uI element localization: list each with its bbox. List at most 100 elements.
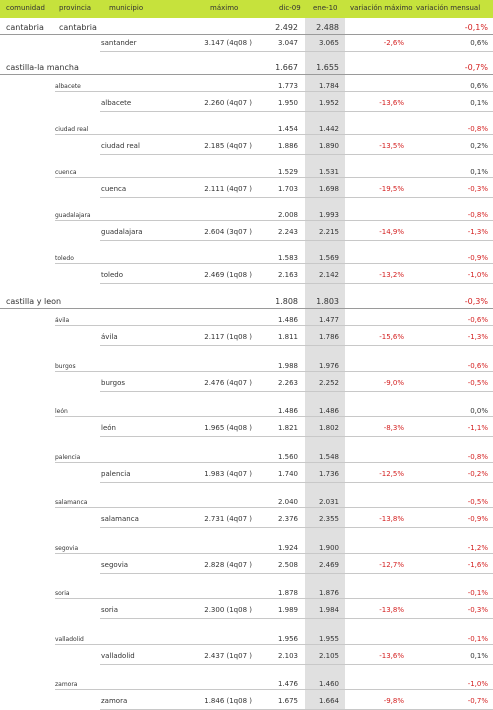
province-var-mensual: 0,6% [470, 82, 488, 90]
municipio-divider [100, 345, 493, 346]
municipio-dic09: 1.811 [277, 333, 298, 341]
region-var-mensual: -0,1% [464, 23, 488, 32]
municipio-var-mensual: -0,3% [467, 606, 488, 614]
municipio-name: zamora [101, 697, 128, 705]
header-comunidad: comunidad [6, 4, 45, 12]
province-divider [55, 177, 493, 178]
header-municipio: municipio [109, 4, 144, 12]
municipio-divider [100, 618, 493, 619]
municipio-ene10: 2.105 [318, 651, 339, 660]
province-name: toledo [55, 255, 74, 262]
municipio-dic09: 2.103 [277, 651, 298, 660]
province-ene10: 1.477 [318, 316, 339, 324]
province-divider [55, 134, 493, 135]
province-dic09: 1.476 [277, 680, 298, 688]
province-ene10: 1.900 [318, 543, 339, 552]
province-dic09: 1.878 [277, 589, 298, 597]
municipio-name: burgos [101, 378, 126, 387]
region-var-mensual: -0,7% [464, 63, 488, 72]
province-divider [55, 91, 493, 92]
header-variacion-mensual: variación mensual [416, 4, 481, 12]
municipio-name: ciudad real [101, 142, 140, 150]
province-var-mensual: -0,6% [467, 361, 488, 370]
province-divider [55, 263, 493, 264]
municipio-var-max: -8,3% [383, 424, 404, 432]
municipio-maximo: 2.117 (1q08 ) [204, 333, 252, 341]
province-ene10: 1.460 [318, 680, 339, 688]
municipio-var-mensual: -0,9% [467, 515, 488, 523]
municipio-var-max: -2,6% [383, 39, 404, 47]
province-var-mensual: -0,8% [467, 125, 488, 133]
municipio-divider [100, 197, 493, 198]
province-divider [55, 325, 493, 326]
province-divider [55, 643, 493, 645]
province-ene10: 1.955 [318, 634, 339, 643]
province-name: cuenca [55, 169, 77, 176]
municipio-var-max: -13,6% [379, 99, 404, 107]
municipio-dic09: 1.950 [277, 99, 298, 107]
province-ene10: 1.976 [318, 361, 339, 370]
municipio-name: valladolid [101, 651, 135, 660]
municipio-var-max: -13,2% [379, 271, 404, 279]
province-name: albacete [55, 83, 81, 90]
municipio-divider [100, 572, 493, 574]
municipio-var-mensual: -0,2% [467, 469, 488, 478]
municipio-divider [100, 481, 493, 483]
municipio-divider [100, 436, 493, 437]
municipio-divider [100, 154, 493, 155]
municipio-ene10: 2.142 [318, 271, 339, 279]
municipio-name: albacete [101, 99, 132, 107]
header-provincia: provincia [59, 4, 92, 12]
region-name: cantabria [6, 23, 44, 32]
municipio-maximo: 1.983 (4q07 ) [204, 469, 252, 478]
municipio-divider [100, 283, 493, 284]
municipio-var-mensual: -1,1% [467, 424, 488, 432]
municipio-dic09: 2.508 [277, 560, 298, 569]
municipio-maximo: 2.469 (1q08 ) [204, 271, 252, 279]
municipio-maximo: 2.111 (4q07 ) [204, 185, 252, 193]
municipio-ene10: 1.984 [318, 606, 339, 614]
province-var-mensual: -0,5% [467, 498, 488, 506]
province-ene10: 1.442 [318, 125, 339, 133]
municipio-maximo: 2.185 (4q07 ) [204, 142, 252, 150]
municipio-ene10: 1.736 [318, 469, 339, 478]
region-name: castilla y leon [6, 297, 62, 306]
municipio-maximo: 2.300 (1q08 ) [204, 606, 252, 614]
province-dic09: 2.040 [277, 498, 298, 506]
province-var-mensual: -0,1% [467, 634, 488, 643]
municipio-dic09: 3.047 [277, 39, 298, 47]
region-ene10: 2.488 [316, 23, 339, 32]
ene10-column-shade [305, 18, 345, 709]
municipio-divider [100, 111, 493, 112]
municipio-var-mensual: -0,7% [467, 697, 488, 705]
province-divider [55, 507, 493, 508]
municipio-name: segovia [101, 560, 129, 569]
region-ene10: 1.655 [316, 63, 339, 72]
province-name: segovia [55, 544, 79, 552]
municipio-dic09: 1.703 [277, 185, 298, 193]
municipio-maximo: 2.260 (4q07 ) [204, 99, 252, 107]
province-var-mensual: -0,8% [467, 452, 488, 461]
municipio-var-mensual: -0,3% [467, 185, 488, 193]
municipio-maximo: 1.965 (4q08 ) [204, 424, 252, 432]
municipio-var-max: -13,5% [379, 142, 404, 150]
municipio-name: santander [101, 39, 137, 47]
province-var-mensual: -1,2% [467, 543, 488, 552]
municipio-var-max: -15,6% [379, 333, 404, 341]
province-dic09: 1.486 [277, 316, 298, 324]
municipio-name: toledo [101, 271, 124, 279]
municipio-var-mensual: -1,3% [467, 333, 488, 341]
province-name: ciudad real [55, 126, 89, 133]
municipio-var-mensual: 0,2% [470, 142, 488, 150]
municipio-divider [100, 390, 493, 392]
province-dic09: 1.583 [277, 254, 298, 262]
province-dic09: 1.988 [277, 361, 298, 370]
province-divider [55, 416, 493, 417]
municipio-name: palencia [101, 469, 131, 478]
municipio-var-mensual: 0,6% [470, 39, 488, 47]
municipio-ene10: 1.802 [318, 424, 339, 432]
municipio-var-mensual: -0,5% [467, 378, 488, 387]
municipio-maximo: 2.604 (3q07 ) [204, 228, 252, 236]
province-name: valladolid [55, 635, 84, 643]
province-var-mensual: 0,0% [470, 407, 488, 415]
